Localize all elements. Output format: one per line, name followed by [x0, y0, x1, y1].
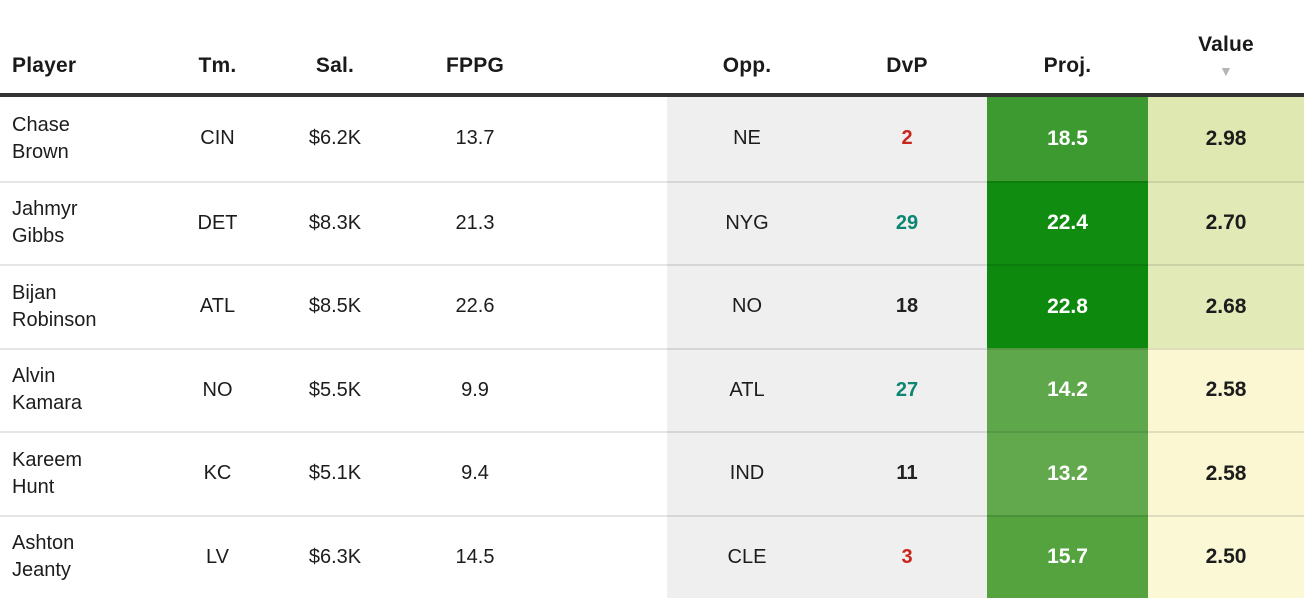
- player-last-name: Gibbs: [12, 225, 65, 248]
- table-row: Kareem Hunt KC $5.1K 9.4 IND 11 13.2 2.5…: [0, 431, 1304, 515]
- dvp-cell: 29: [827, 180, 987, 264]
- value-cell: 2.68: [1148, 264, 1304, 348]
- player-last-name: Jeanty: [12, 559, 71, 582]
- table-body: Chase Brown CIN $6.2K 13.7 NE 2 18.5 2.9…: [0, 97, 1304, 598]
- table-row: Bijan Robinson ATL $8.5K 22.6 NO 18 22.8…: [0, 264, 1304, 348]
- opponent-cell: CLE: [667, 514, 827, 598]
- column-header-player[interactable]: Player: [12, 54, 77, 77]
- fppg-cell: 9.9: [380, 347, 667, 432]
- opponent-cell: NYG: [667, 180, 827, 264]
- dvp-cell: 18: [827, 264, 987, 348]
- fppg-cell: 14.5: [380, 514, 667, 598]
- team-cell: ATL: [145, 264, 290, 348]
- salary-cell: $8.5K: [290, 264, 380, 348]
- player-name-cell: Bijan Robinson: [0, 264, 145, 348]
- fppg-cell: 21.3: [380, 180, 667, 265]
- player-first-name: Ashton: [12, 532, 75, 555]
- value-cell: 2.98: [1148, 97, 1304, 181]
- value-cell: 2.58: [1148, 347, 1304, 431]
- dvp-cell: 3: [827, 514, 987, 598]
- fppg-cell: 13.7: [455, 127, 495, 150]
- column-header-fppg[interactable]: FPPG: [446, 54, 504, 77]
- player-last-name: Robinson: [12, 308, 97, 331]
- team-cell: LV: [145, 514, 290, 598]
- player-name-cell: Kareem Hunt: [0, 431, 145, 515]
- player-name-cell: Alvin Kamara: [0, 347, 145, 432]
- projection-cell: 22.8: [987, 264, 1148, 348]
- salary-cell: $5.1K: [290, 431, 380, 515]
- dvp-cell: 27: [827, 347, 987, 431]
- salary-cell: $6.3K: [290, 514, 380, 598]
- player-first-name: Bijan: [12, 281, 57, 304]
- value-cell: 2.50: [1148, 514, 1304, 598]
- column-header-proj[interactable]: Proj.: [1043, 54, 1092, 77]
- player-name-cell: Chase Brown: [0, 97, 145, 181]
- salary-cell: $6.2K: [308, 127, 362, 150]
- player-first-name: Chase: [12, 113, 70, 136]
- table-row: Alvin Kamara NO $5.5K 9.9 ATL 27 14.2 2.…: [0, 347, 1304, 432]
- projection-cell: 14.2: [987, 347, 1148, 431]
- column-header-value-label: Value: [1198, 33, 1254, 56]
- player-first-name: Jahmyr: [12, 198, 78, 221]
- projection-cell: 22.4: [987, 180, 1148, 264]
- team-cell: DET: [145, 180, 290, 265]
- projection-cell: 18.5: [987, 97, 1148, 181]
- table-row: Ashton Jeanty LV $6.3K 14.5 CLE 3 15.7 2…: [0, 514, 1304, 598]
- dvp-cell: 11: [827, 431, 987, 515]
- table-row: Jahmyr Gibbs DET $8.3K 21.3 NYG 29 22.4 …: [0, 180, 1304, 265]
- player-last-name: Brown: [12, 140, 69, 163]
- column-header-salary[interactable]: Sal.: [315, 54, 355, 77]
- table-header-row: Player Tm. Sal. FPPG Opp. DvP Proj. Valu…: [0, 0, 1304, 97]
- team-cell: NO: [145, 347, 290, 432]
- column-header-dvp[interactable]: DvP: [886, 54, 928, 77]
- opponent-cell: NO: [667, 264, 827, 348]
- projection-cell: 15.7: [987, 514, 1148, 598]
- column-header-opp[interactable]: Opp.: [722, 54, 772, 77]
- value-cell: 2.70: [1148, 180, 1304, 264]
- sort-desc-icon: ▼: [1218, 63, 1234, 79]
- fppg-cell: 9.4: [380, 431, 667, 515]
- player-name-cell: Jahmyr Gibbs: [0, 180, 145, 265]
- player-first-name: Kareem: [12, 448, 83, 471]
- table-row: Chase Brown CIN $6.2K 13.7 NE 2 18.5 2.9…: [0, 97, 1304, 181]
- salary-cell: $8.3K: [290, 180, 380, 265]
- column-header-team[interactable]: Tm.: [198, 54, 237, 77]
- column-header-value[interactable]: Value ▼: [1148, 0, 1304, 93]
- value-cell: 2.58: [1148, 431, 1304, 515]
- salary-cell: $5.5K: [290, 347, 380, 432]
- team-cell: CIN: [200, 127, 235, 150]
- player-last-name: Kamara: [12, 392, 83, 415]
- dvp-cell: 2: [827, 97, 987, 181]
- team-cell: KC: [145, 431, 290, 515]
- opponent-cell: NE: [667, 97, 827, 181]
- player-first-name: Alvin: [12, 365, 56, 388]
- projection-cell: 13.2: [987, 431, 1148, 515]
- player-last-name: Hunt: [12, 475, 55, 498]
- opponent-cell: IND: [667, 431, 827, 515]
- player-name-cell: Ashton Jeanty: [0, 514, 145, 598]
- fppg-cell: 22.6: [380, 264, 667, 348]
- opponent-cell: ATL: [667, 347, 827, 431]
